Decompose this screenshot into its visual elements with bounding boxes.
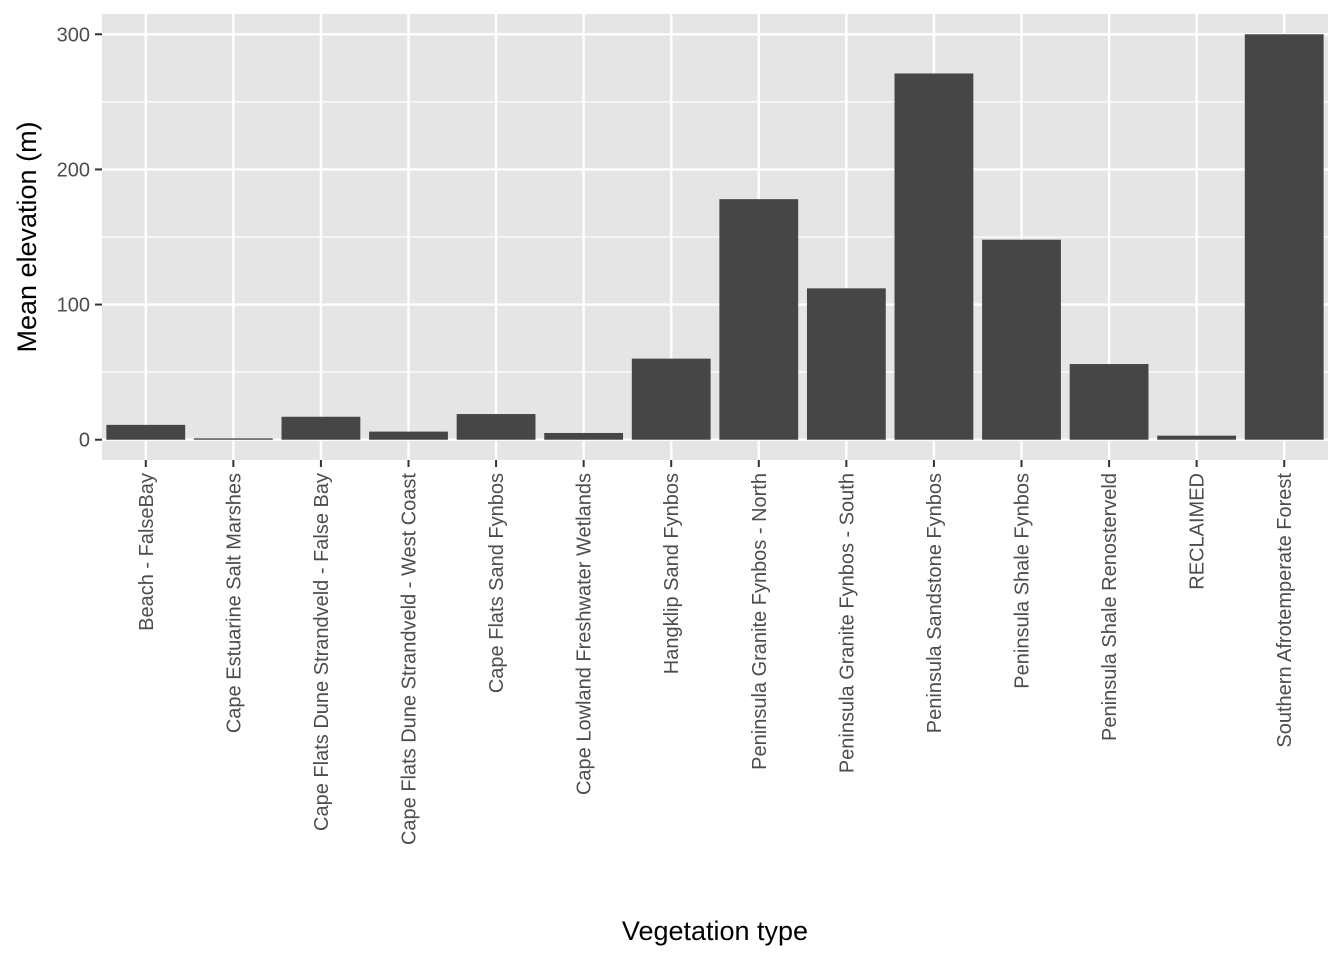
x-tick-label: Peninsula Granite Fynbos - South	[836, 473, 858, 773]
x-tick-label: Cape Estuarine Salt Marshes	[223, 473, 245, 733]
bar	[631, 358, 711, 440]
x-tick-label: Cape Lowland Freshwater Wetlands	[574, 473, 596, 795]
bar	[1244, 34, 1324, 440]
bar	[982, 239, 1061, 440]
x-axis-title: Vegetation type	[622, 916, 808, 946]
bar	[193, 438, 273, 440]
bar	[894, 73, 974, 440]
bar	[544, 432, 624, 440]
bar	[806, 288, 886, 440]
bars	[106, 34, 1324, 440]
bar	[1069, 364, 1149, 440]
y-axis: 0 100 200 300	[57, 24, 102, 452]
bar	[456, 414, 536, 440]
y-tick-label: 0	[79, 430, 90, 452]
x-tick-label: Cape Flats Dune Strandveld - West Coast	[399, 473, 421, 845]
x-tick-label: Hangklip Sand Fynbos	[661, 473, 683, 674]
x-tick-label: Peninsula Granite Fynbos - North	[749, 473, 771, 770]
y-axis-title: Mean elevation (m)	[12, 121, 42, 352]
bar	[369, 431, 448, 440]
x-axis: Beach - FalseBay Cape Estuarine Salt Mars…	[136, 460, 1296, 845]
bar	[719, 199, 799, 440]
y-tick-label: 200	[57, 159, 90, 181]
x-tick-label: Peninsula Sandstone Fynbos	[924, 473, 946, 733]
y-tick-label: 300	[57, 24, 90, 46]
y-tick-label: 100	[57, 295, 90, 317]
x-tick-label: Cape Flats Sand Fynbos	[486, 473, 508, 693]
x-tick-label: RECLAIMED	[1187, 473, 1209, 590]
x-tick-label: Peninsula Shale Renosterveld	[1099, 473, 1121, 741]
bar	[1157, 435, 1237, 440]
bar	[106, 424, 186, 440]
x-tick-label: Cape Flats Dune Strandveld - False Bay	[311, 473, 333, 831]
x-tick-label: Southern Afrotemperate Forest	[1274, 473, 1296, 748]
x-tick-label: Beach - FalseBay	[136, 473, 158, 631]
bar	[281, 416, 361, 440]
x-tick-label: Peninsula Shale Fynbos	[1012, 473, 1034, 689]
